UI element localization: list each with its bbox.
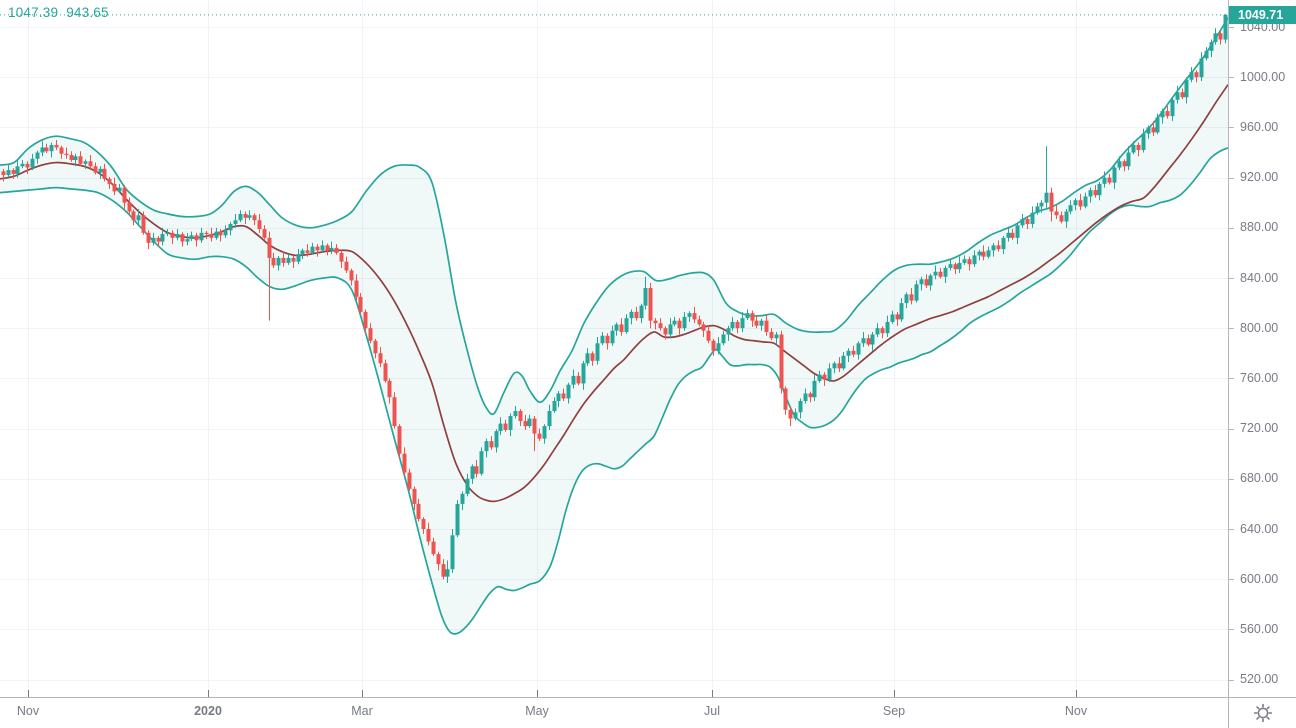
time-tick-label: 2020 — [194, 704, 222, 718]
time-axis[interactable]: Nov 2020 Mar May Jul Sep Nov — [0, 698, 1296, 728]
price-tick-label: 720.00 — [1240, 421, 1279, 436]
price-tick-label: 640.00 — [1240, 521, 1279, 536]
time-tick-label: May — [525, 704, 549, 718]
price-tick-label: 880.00 — [1240, 220, 1279, 235]
price-tick-label: 760.00 — [1240, 370, 1279, 385]
time-tick-label: Jul — [704, 704, 720, 718]
price-tick-label: 560.00 — [1240, 621, 1279, 636]
price-tick-label: 800.00 — [1240, 320, 1279, 335]
last-price-badge: 1049.71 — [1229, 5, 1296, 24]
bollinger-values[interactable]: 1047.39 943.65 — [8, 5, 117, 20]
price-tick-label: 680.00 — [1240, 471, 1279, 486]
bollinger-fill — [0, 17, 1228, 634]
time-tick-label: Sep — [882, 704, 906, 718]
time-tick-label: Nov — [16, 704, 40, 718]
time-tick-label: Nov — [1064, 704, 1088, 718]
price-tick-label: 920.00 — [1240, 170, 1279, 185]
bollinger-upper-line — [0, 17, 1228, 416]
price-tick-label: 960.00 — [1240, 119, 1279, 134]
price-axis[interactable]: 1040.00 1000.00 960.00 920.00 880.00 840.00 80… — [1229, 0, 1296, 697]
price-tick-label: 600.00 — [1240, 571, 1279, 586]
candles — [1, 13, 1228, 583]
axis-corner — [1229, 698, 1296, 728]
time-tick-label: Mar — [351, 704, 373, 718]
bb-upper-value: 1047.39 — [8, 5, 59, 20]
bb-lower-value: 943.65 — [66, 5, 109, 20]
bollinger-basis-line — [0, 84, 1228, 503]
price-tick-label: 1000.00 — [1240, 69, 1286, 84]
bollinger-lower-line — [0, 147, 1228, 635]
price-tick-label: 840.00 — [1240, 270, 1279, 285]
price-tick-label: 520.00 — [1240, 672, 1279, 687]
chart-settings-gear-icon[interactable] — [1253, 703, 1273, 723]
